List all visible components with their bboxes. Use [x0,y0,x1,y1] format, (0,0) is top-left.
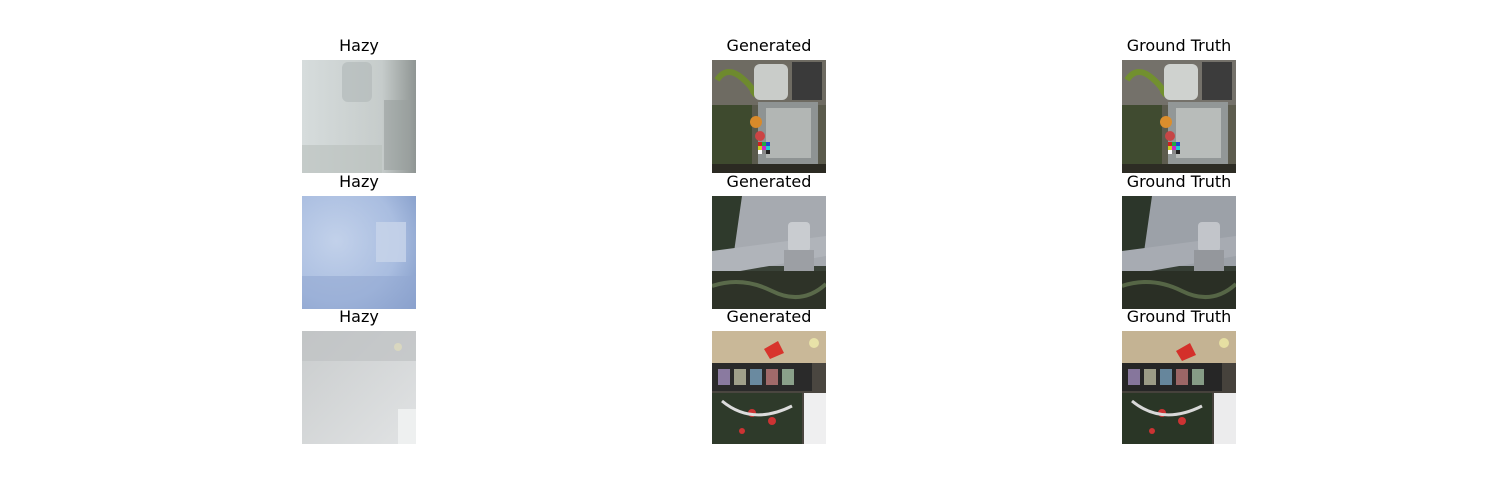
panel-title: Generated [726,172,812,191]
generated-image-2 [712,196,826,309]
generated-image-3 [712,331,826,444]
ground-truth-image-2 [1122,196,1236,309]
panel-title: Generated [726,36,812,55]
ground-truth-image-3 [1122,331,1236,444]
panel-title: Hazy [339,36,379,55]
panel-title: Hazy [339,307,379,326]
hazy-image-3 [302,331,416,444]
panel-title: Ground Truth [1126,172,1232,191]
panel-title: Ground Truth [1126,36,1232,55]
generated-image-1 [712,60,826,173]
panel-title: Ground Truth [1126,307,1232,326]
panel-title: Generated [726,307,812,326]
panel-title: Hazy [339,172,379,191]
ground-truth-image-1 [1122,60,1236,173]
hazy-image-2 [302,196,416,309]
hazy-image-1 [302,60,416,173]
